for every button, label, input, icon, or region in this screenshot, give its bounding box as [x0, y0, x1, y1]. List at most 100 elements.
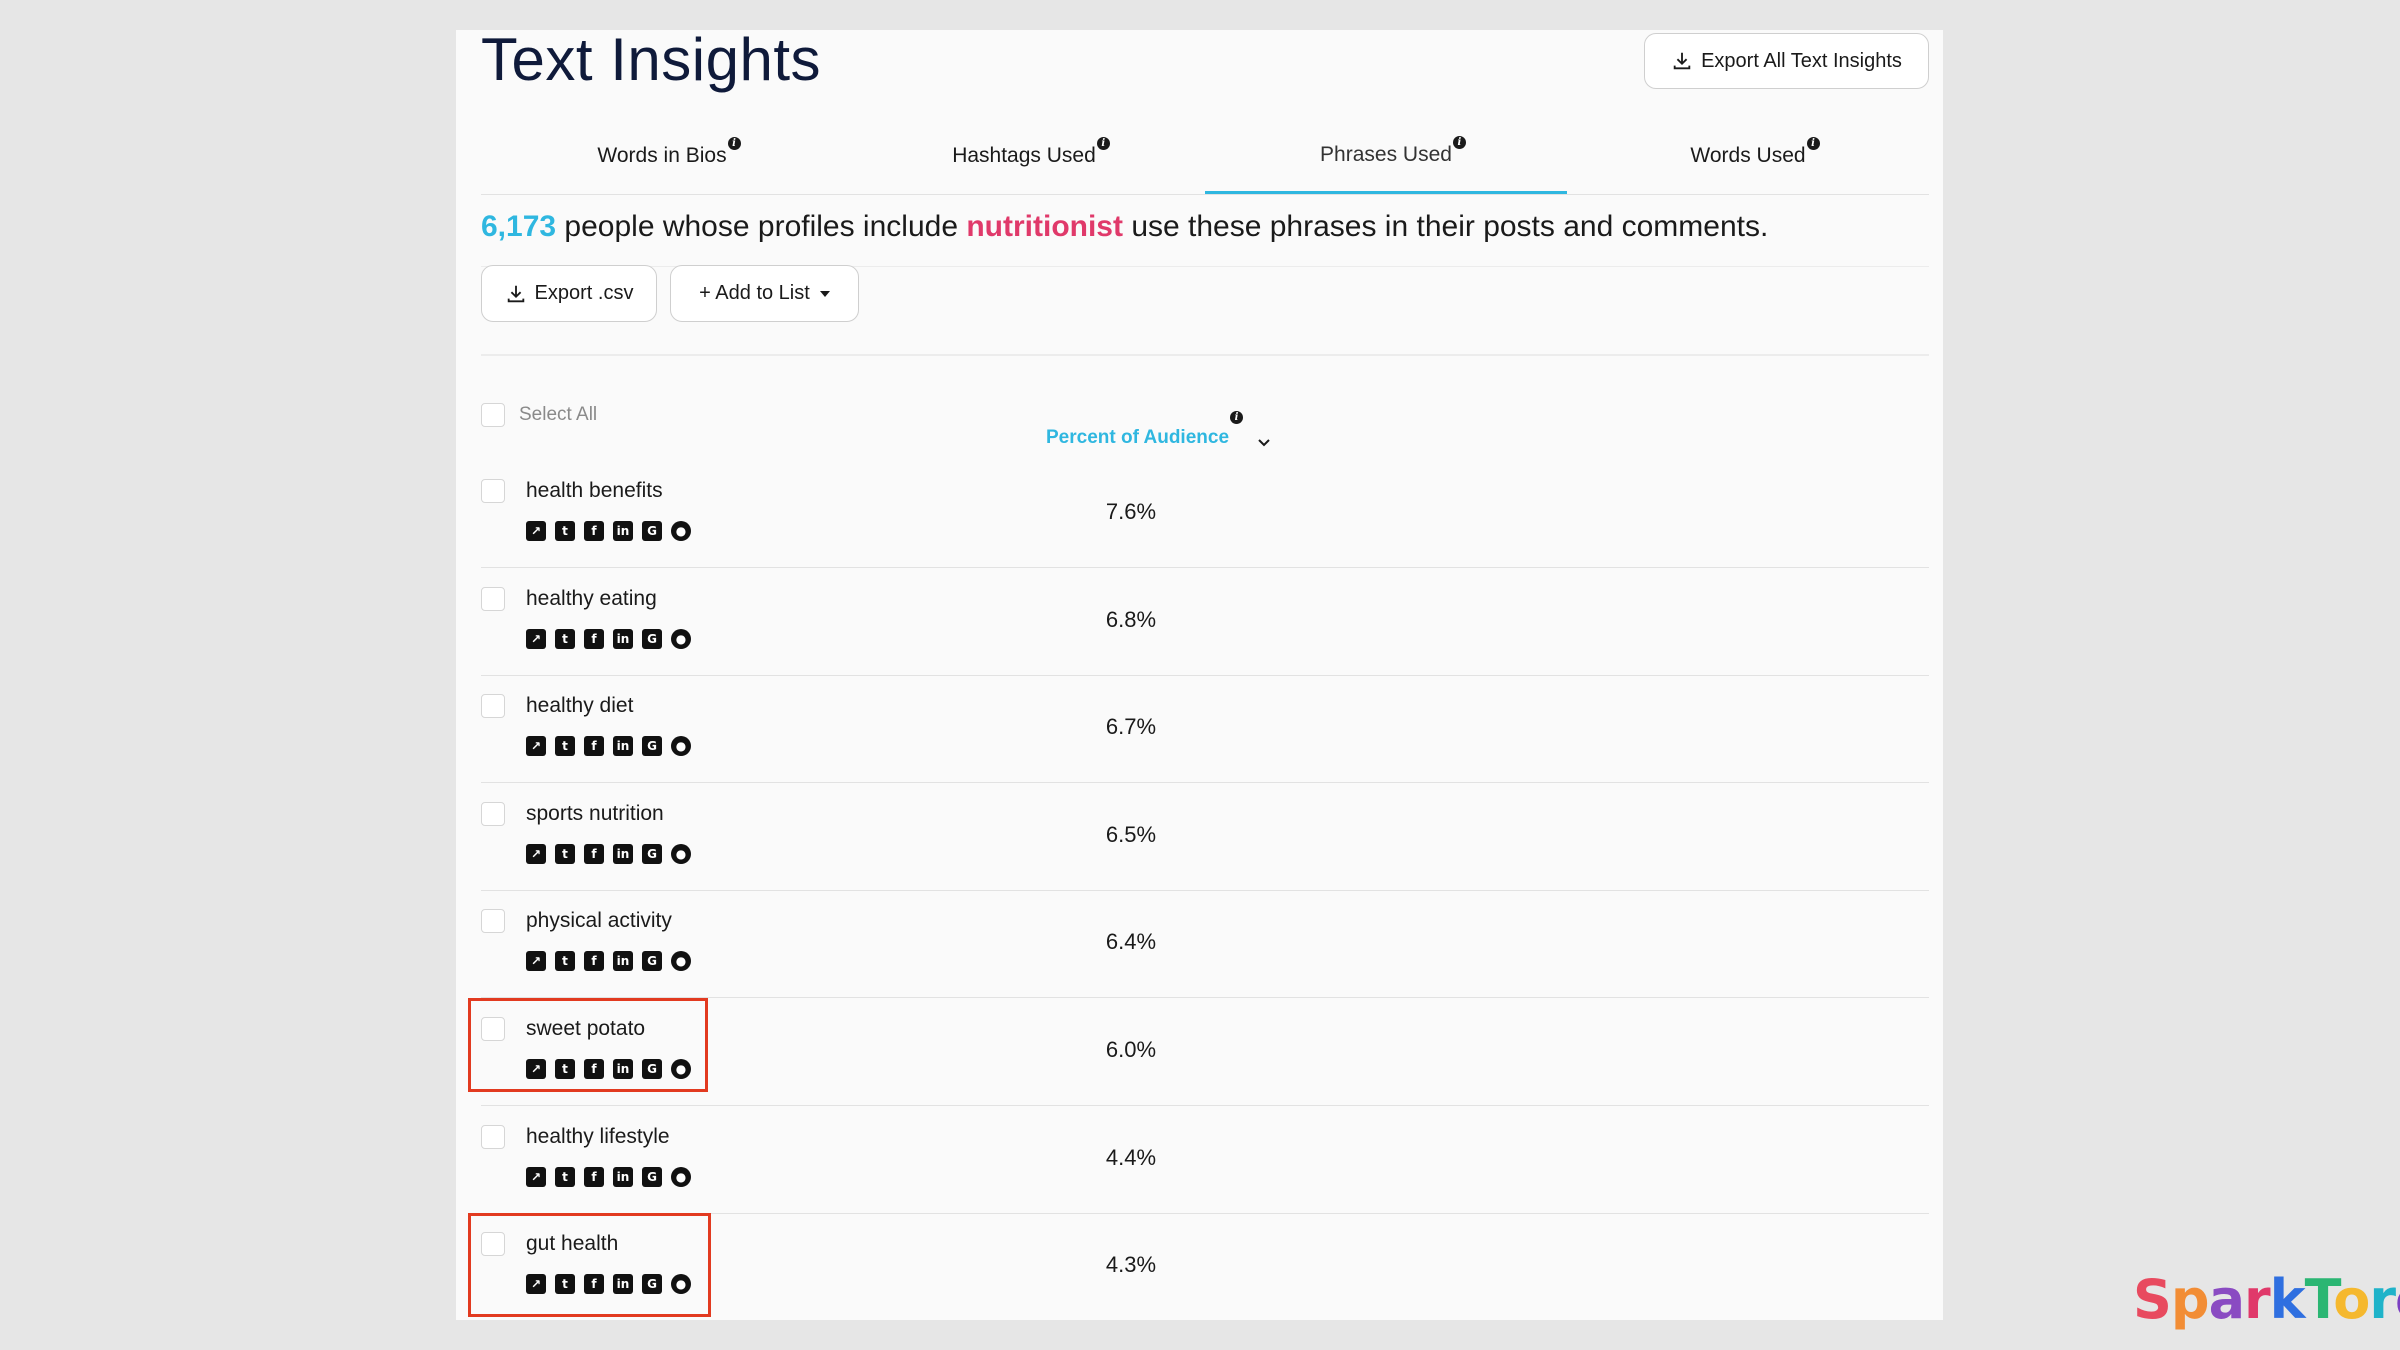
- percent-value: 6.0%: [1105, 1037, 1157, 1062]
- export-csv-label: Export .csv: [534, 282, 634, 304]
- linkedin-icon[interactable]: in: [613, 628, 633, 649]
- source-icons: ↗ t f in G ●: [526, 628, 691, 649]
- facebook-icon[interactable]: f: [584, 521, 604, 541]
- select-all-checkbox[interactable]: [481, 403, 505, 427]
- twitter-icon[interactable]: t: [555, 843, 575, 864]
- google-icon[interactable]: G: [642, 736, 662, 757]
- twitter-icon[interactable]: t: [555, 628, 575, 649]
- google-icon[interactable]: G: [642, 843, 662, 864]
- twitter-icon[interactable]: t: [555, 1059, 575, 1079]
- linkedin-icon[interactable]: in: [613, 951, 633, 972]
- reddit-icon[interactable]: ●: [671, 1166, 691, 1187]
- facebook-icon[interactable]: f: [584, 843, 604, 864]
- table-row: sweet potato ↗ t f in G ● 6.0%: [481, 999, 1929, 1106]
- reddit-icon[interactable]: ●: [671, 951, 691, 972]
- sparktoro-logo: SparkToro: [2133, 1268, 2400, 1331]
- export-all-button[interactable]: Export All Text Insights: [1644, 33, 1929, 89]
- summary-text-2: use these phrases in their posts and com…: [1122, 210, 1769, 243]
- row-checkbox[interactable]: [481, 909, 505, 934]
- tab-hashtags-used[interactable]: Hashtags Used i: [843, 118, 1205, 194]
- source-icons: ↗ t f in G ●: [526, 1166, 691, 1187]
- table-row: health benefits ↗ t f in G ● 7.6%: [481, 461, 1929, 568]
- reddit-icon[interactable]: ●: [671, 736, 691, 757]
- google-icon[interactable]: G: [642, 1166, 662, 1187]
- row-checkbox[interactable]: [481, 1124, 505, 1149]
- facebook-icon[interactable]: f: [584, 1059, 604, 1079]
- add-to-list-button[interactable]: + Add to List: [670, 265, 859, 322]
- row-checkbox[interactable]: [481, 479, 505, 503]
- export-csv-button[interactable]: Export .csv: [481, 265, 657, 322]
- reddit-icon[interactable]: ●: [671, 843, 691, 864]
- source-icons: ↗ t f in G ●: [526, 1274, 691, 1295]
- tab-words-in-bios[interactable]: Words in Bios i: [481, 118, 843, 194]
- tab-label: Hashtags Used: [952, 144, 1096, 167]
- audience-summary: 6,173 people whose profiles include nutr…: [481, 210, 1929, 267]
- percent-value: 6.4%: [1105, 929, 1157, 955]
- google-icon[interactable]: G: [642, 1274, 662, 1295]
- row-checkbox[interactable]: [481, 1017, 505, 1041]
- google-icon[interactable]: G: [642, 1059, 662, 1079]
- chevron-down-icon[interactable]: [1256, 434, 1272, 450]
- trends-icon[interactable]: ↗: [526, 521, 546, 541]
- download-icon: [1673, 52, 1691, 70]
- percent-of-audience-header[interactable]: Percent of Audience i: [1046, 411, 1244, 449]
- reddit-icon[interactable]: ●: [671, 521, 691, 541]
- tab-label: Phrases Used: [1320, 142, 1452, 166]
- facebook-icon[interactable]: f: [584, 951, 604, 972]
- export-all-label: Export All Text Insights: [1701, 49, 1902, 72]
- linkedin-icon[interactable]: in: [613, 1059, 633, 1079]
- summary-text-1: people whose profiles include: [556, 210, 967, 243]
- facebook-icon[interactable]: f: [584, 1274, 604, 1295]
- table-row: healthy lifestyle ↗ t f in G ● 4.4%: [481, 1107, 1929, 1214]
- phrase-label: gut health: [526, 1232, 619, 1256]
- source-icons: ↗ t f in G ●: [526, 736, 691, 757]
- tab-phrases-used[interactable]: Phrases Used i: [1205, 118, 1567, 194]
- trends-icon[interactable]: ↗: [526, 1274, 546, 1295]
- info-icon[interactable]: i: [1096, 137, 1110, 150]
- page-title: Text Insights: [481, 30, 821, 93]
- linkedin-icon[interactable]: in: [613, 843, 633, 864]
- percent-value: 4.3%: [1105, 1252, 1157, 1278]
- reddit-icon[interactable]: ●: [671, 1274, 691, 1295]
- facebook-icon[interactable]: f: [584, 736, 604, 757]
- linkedin-icon[interactable]: in: [613, 1166, 633, 1187]
- row-checkbox[interactable]: [481, 801, 505, 826]
- info-icon[interactable]: i: [1230, 411, 1244, 424]
- phrase-label: healthy diet: [526, 694, 634, 718]
- row-checkbox[interactable]: [481, 586, 505, 611]
- table-row: healthy eating ↗ t f in G ● 6.8%: [481, 569, 1929, 676]
- facebook-icon[interactable]: f: [584, 1166, 604, 1187]
- trends-icon[interactable]: ↗: [526, 951, 546, 972]
- trends-icon[interactable]: ↗: [526, 736, 546, 757]
- row-checkbox[interactable]: [481, 694, 505, 719]
- info-icon[interactable]: i: [1452, 135, 1466, 149]
- trends-icon[interactable]: ↗: [526, 628, 546, 649]
- trends-icon[interactable]: ↗: [526, 843, 546, 864]
- phrase-label: healthy lifestyle: [526, 1124, 670, 1148]
- google-icon[interactable]: G: [642, 521, 662, 541]
- linkedin-icon[interactable]: in: [613, 736, 633, 757]
- twitter-icon[interactable]: t: [555, 1274, 575, 1295]
- twitter-icon[interactable]: t: [555, 736, 575, 757]
- info-icon[interactable]: i: [1806, 137, 1820, 150]
- tab-words-used[interactable]: Words Used i: [1567, 118, 1929, 194]
- table-row: gut health ↗ t f in G ● 4.3%: [481, 1214, 1929, 1320]
- reddit-icon[interactable]: ●: [671, 1059, 691, 1079]
- google-icon[interactable]: G: [642, 951, 662, 972]
- phrase-label: health benefits: [526, 479, 663, 502]
- twitter-icon[interactable]: t: [555, 521, 575, 541]
- percent-value: 4.4%: [1105, 1144, 1157, 1170]
- twitter-icon[interactable]: t: [555, 1166, 575, 1187]
- facebook-icon[interactable]: f: [584, 628, 604, 649]
- trends-icon[interactable]: ↗: [526, 1166, 546, 1187]
- table-row: healthy diet ↗ t f in G ● 6.7%: [481, 676, 1929, 784]
- trends-icon[interactable]: ↗: [526, 1059, 546, 1079]
- linkedin-icon[interactable]: in: [613, 1274, 633, 1295]
- twitter-icon[interactable]: t: [555, 951, 575, 972]
- row-checkbox[interactable]: [481, 1232, 505, 1257]
- info-icon[interactable]: i: [727, 137, 741, 150]
- reddit-icon[interactable]: ●: [671, 628, 691, 649]
- source-icons: ↗ t f in G ●: [526, 951, 691, 972]
- google-icon[interactable]: G: [642, 628, 662, 649]
- linkedin-icon[interactable]: in: [613, 521, 633, 541]
